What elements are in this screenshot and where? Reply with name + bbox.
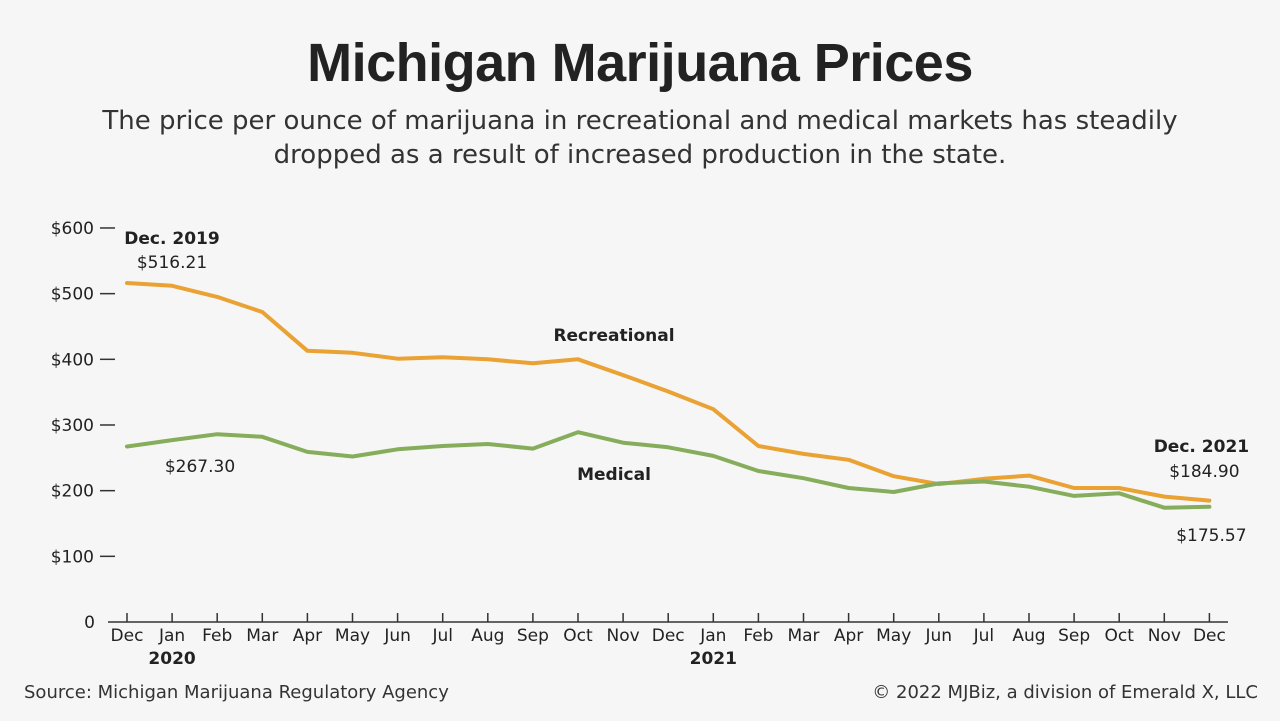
annotation-title: Dec. 2019 (124, 229, 219, 249)
x-tick-label: Jul (431, 626, 453, 646)
series-label-recreational: Recreational (553, 326, 674, 346)
annotation-title: Dec. 2021 (1154, 437, 1249, 457)
data-point-medical (803, 477, 804, 479)
x-tick-label: Jan (699, 626, 726, 646)
data-point-recreational (983, 478, 985, 480)
x-tick-label: Jul (973, 626, 995, 646)
y-tick-label: 0 (84, 613, 95, 633)
x-tick-label: Nov (1148, 626, 1181, 646)
annotation-value: $516.21 (137, 253, 207, 273)
data-point-recreational (216, 296, 218, 298)
data-point-medical (306, 451, 308, 453)
data-point-medical (1118, 492, 1120, 494)
data-point-recreational (397, 358, 399, 360)
data-point-medical (397, 448, 399, 450)
annotation-value: $267.30 (165, 457, 235, 477)
data-point-recreational (306, 350, 308, 352)
x-tick-label: Dec (652, 626, 685, 646)
data-point-recreational (1118, 487, 1120, 489)
data-point-recreational (1073, 487, 1075, 489)
data-point-recreational (1208, 500, 1210, 502)
data-point-recreational (126, 282, 128, 284)
data-point-medical (1163, 507, 1165, 509)
x-tick-label: Sep (517, 626, 549, 646)
y-tick-label: $500 (51, 285, 94, 305)
data-point-medical (261, 436, 263, 438)
y-tick-label: $300 (51, 416, 94, 436)
y-tick-label: $200 (51, 482, 94, 502)
data-point-medical (622, 442, 624, 444)
data-point-recreational (712, 408, 714, 410)
series-label-medical: Medical (577, 465, 651, 485)
data-point-recreational (622, 374, 624, 376)
data-point-recreational (352, 352, 353, 354)
x-tick-label: May (335, 626, 370, 646)
x-tick-label: Aug (1012, 626, 1045, 646)
annotation-value: $184.90 (1169, 462, 1239, 482)
x-tick-label: Oct (563, 626, 593, 646)
x-tick-label: Jun (383, 626, 411, 646)
data-point-recreational (1028, 475, 1030, 477)
year-label: 2020 (148, 649, 195, 669)
data-point-medical (848, 487, 850, 489)
data-point-medical (216, 433, 218, 435)
x-tick-label: Dec (111, 626, 144, 646)
chart-title: Michigan Marijuana Prices (307, 33, 973, 93)
data-point-medical (487, 443, 489, 445)
data-point-recreational (848, 459, 850, 461)
data-point-medical (893, 491, 895, 493)
data-point-medical (171, 439, 173, 441)
x-tick-label: Jan (158, 626, 185, 646)
data-point-recreational (261, 311, 263, 313)
x-tick-label: Feb (202, 626, 232, 646)
data-point-recreational (487, 358, 489, 360)
x-tick-label: Dec (1193, 626, 1226, 646)
source-note: Source: Michigan Marijuana Regulatory Ag… (24, 682, 449, 703)
data-point-medical (983, 480, 985, 482)
data-point-recreational (577, 358, 579, 360)
data-point-medical (1028, 486, 1030, 488)
y-tick-label: $600 (51, 219, 94, 239)
data-point-medical (352, 456, 353, 458)
data-point-recreational (1163, 496, 1165, 498)
y-tick-label: $400 (51, 350, 94, 370)
data-point-medical (532, 448, 534, 450)
x-tick-label: Nov (607, 626, 640, 646)
data-point-medical (442, 445, 444, 447)
year-label: 2021 (690, 649, 737, 669)
x-tick-label: Feb (743, 626, 773, 646)
chart-subtitle: The price per ounce of marijuana in recr… (102, 106, 1178, 170)
data-point-medical (667, 446, 669, 448)
x-tick-label: Mar (246, 626, 278, 646)
data-point-medical (126, 445, 128, 447)
data-point-medical (938, 482, 940, 484)
data-point-recreational (803, 453, 804, 455)
data-point-medical (1208, 506, 1210, 508)
data-point-medical (712, 455, 714, 457)
x-tick-label: Oct (1104, 626, 1134, 646)
y-tick-label: $100 (51, 547, 94, 567)
x-tick-label: Apr (293, 626, 322, 646)
data-point-medical (757, 470, 759, 472)
x-tick-label: Apr (834, 626, 863, 646)
data-point-medical (1073, 495, 1075, 497)
copyright-note: © 2022 MJBiz, a division of Emerald X, L… (872, 682, 1258, 703)
x-tick-label: Aug (471, 626, 504, 646)
x-tick-label: Jun (925, 626, 953, 646)
data-point-recreational (171, 285, 173, 287)
annotation-value: $175.57 (1176, 526, 1246, 546)
x-tick-label: Sep (1058, 626, 1090, 646)
x-tick-label: Mar (787, 626, 819, 646)
data-point-medical (577, 431, 579, 433)
data-point-recreational (442, 356, 444, 358)
data-point-recreational (893, 475, 895, 477)
data-point-recreational (667, 390, 669, 392)
x-tick-label: May (876, 626, 911, 646)
data-point-recreational (532, 362, 534, 364)
series-line-medical (125, 430, 1212, 510)
data-point-recreational (757, 445, 759, 447)
